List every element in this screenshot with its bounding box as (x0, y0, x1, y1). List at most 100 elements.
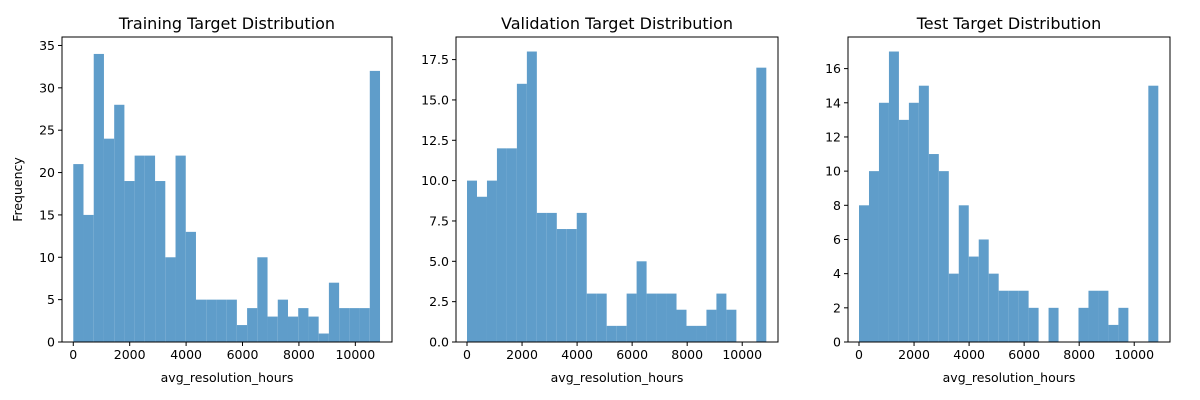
histogram-bar (369, 70, 381, 342)
histogram-bar (988, 273, 999, 342)
x-tick-label: 6000 (1008, 347, 1040, 362)
x-tick-label: 4000 (170, 347, 202, 362)
histogram-bar (506, 148, 517, 342)
x-tick-label: 6000 (227, 347, 259, 362)
histogram-bar (676, 309, 687, 342)
y-tick-label: 17.5 (421, 52, 449, 67)
y-tick-label: 10 (39, 250, 55, 265)
y-tick-label: 14 (825, 95, 841, 110)
histogram-bar (1148, 85, 1159, 342)
histogram-bar (616, 325, 627, 342)
y-tick-label: 0.0 (429, 335, 449, 350)
chart-title: Test Target Distribution (916, 14, 1102, 33)
y-tick-label: 2 (833, 300, 841, 315)
chart-validation: 0 2000 4000 6000 8000 10000 0.0 2.5 5.0 7.5 10.0 12… (421, 14, 779, 385)
histogram-bar (93, 53, 104, 342)
y-tick-label: 0 (833, 335, 841, 350)
histogram-bar (878, 102, 889, 342)
x-tick-label: 10000 (1114, 347, 1154, 362)
histogram-bar (308, 316, 319, 342)
histogram-bar (175, 155, 186, 342)
histogram-bar (968, 256, 979, 342)
histogram-bar (706, 309, 717, 342)
histogram-bar (277, 299, 288, 342)
histogram-bar (103, 138, 115, 342)
histogram-bar (165, 257, 176, 342)
x-tick-label: 2000 (114, 347, 146, 362)
x-axis-label: avg_resolution_hours (943, 370, 1076, 385)
x-tick-label: 10000 (335, 347, 375, 362)
histogram-bar (467, 180, 477, 342)
histogram-bar (576, 212, 587, 342)
chart-title: Training Target Distribution (118, 14, 335, 33)
histogram-bar (686, 325, 697, 342)
histogram-bar (155, 181, 166, 342)
y-tick-label: 10.0 (421, 173, 449, 188)
histogram-bar (1098, 290, 1109, 342)
chart-training: 0 2000 4000 6000 8000 10000 0 5 10 15 20 25 30 35 Trai… (10, 14, 393, 385)
y-axis-label: Frequency (10, 157, 25, 222)
histogram-bar (496, 148, 507, 342)
y-tick-label: 25 (39, 123, 55, 138)
histogram-bar (73, 164, 84, 342)
axes-frame (455, 36, 779, 343)
y-tick-label: 7.5 (429, 213, 449, 228)
histogram-bar (206, 299, 217, 342)
y-tick-label: 2.5 (429, 294, 449, 309)
y-tick-label: 0 (47, 335, 55, 350)
histogram-bar (1078, 307, 1089, 342)
y-tick-label: 8 (833, 198, 841, 213)
histogram-bar (908, 102, 919, 342)
x-tick-label: 2000 (898, 347, 930, 362)
histogram-bar (1018, 290, 1029, 342)
y-tick-label: 6 (833, 232, 841, 247)
histogram-bar (476, 196, 487, 342)
y-tick-label: 35 (39, 38, 55, 53)
histogram-bar (546, 212, 557, 342)
histogram-bar (666, 293, 677, 342)
x-tick-label: 6000 (616, 347, 648, 362)
y-tick-label: 30 (39, 80, 55, 95)
histogram-bar (1008, 290, 1019, 342)
y-tick-label: 12.5 (421, 133, 449, 148)
x-tick-label: 2000 (506, 347, 538, 362)
histogram-bar (536, 212, 547, 342)
x-tick-label: 0 (855, 347, 863, 362)
histogram-bar (636, 261, 647, 342)
histogram-bar (349, 308, 360, 342)
histogram-bar (958, 205, 969, 342)
x-axis-label: avg_resolution_hours (551, 370, 684, 385)
histogram-bar (596, 293, 607, 342)
histogram-bar (696, 325, 707, 342)
histogram-bar (195, 299, 207, 342)
histogram-bar (516, 83, 527, 343)
histogram-bar (566, 229, 577, 342)
x-tick-label: 4000 (561, 347, 593, 362)
y-tick-label: 12 (825, 129, 841, 144)
histogram-bar (298, 308, 309, 342)
histogram-bar (918, 85, 929, 342)
y-tick-label: 15 (39, 207, 55, 222)
histogram-bar (83, 214, 94, 342)
x-tick-label: 0 (69, 347, 77, 362)
histogram-bar (124, 181, 135, 342)
histogram-bar (226, 299, 237, 342)
histogram-bar (267, 316, 278, 342)
histogram-bar (998, 290, 1009, 342)
x-tick-label: 8000 (671, 347, 703, 362)
histogram-bar (938, 171, 949, 342)
histogram-bar (1048, 307, 1059, 342)
histogram-bar (486, 180, 497, 342)
chart-test: 0 2000 4000 6000 8000 10000 0 2 4 6 8 10 12 14 16 Test … (825, 14, 1171, 385)
histogram-bar (859, 205, 869, 342)
histogram-bar (1108, 324, 1119, 342)
y-tick-label: 5.0 (429, 254, 449, 269)
y-tick-label: 5 (47, 292, 55, 307)
histogram-bar (339, 308, 350, 342)
histogram-bar (626, 293, 637, 342)
histogram-bar (134, 155, 145, 342)
y-tick-label: 20 (39, 165, 55, 180)
x-tick-label: 8000 (283, 347, 315, 362)
histogram-bar (287, 316, 299, 342)
histogram-bar (318, 333, 329, 342)
